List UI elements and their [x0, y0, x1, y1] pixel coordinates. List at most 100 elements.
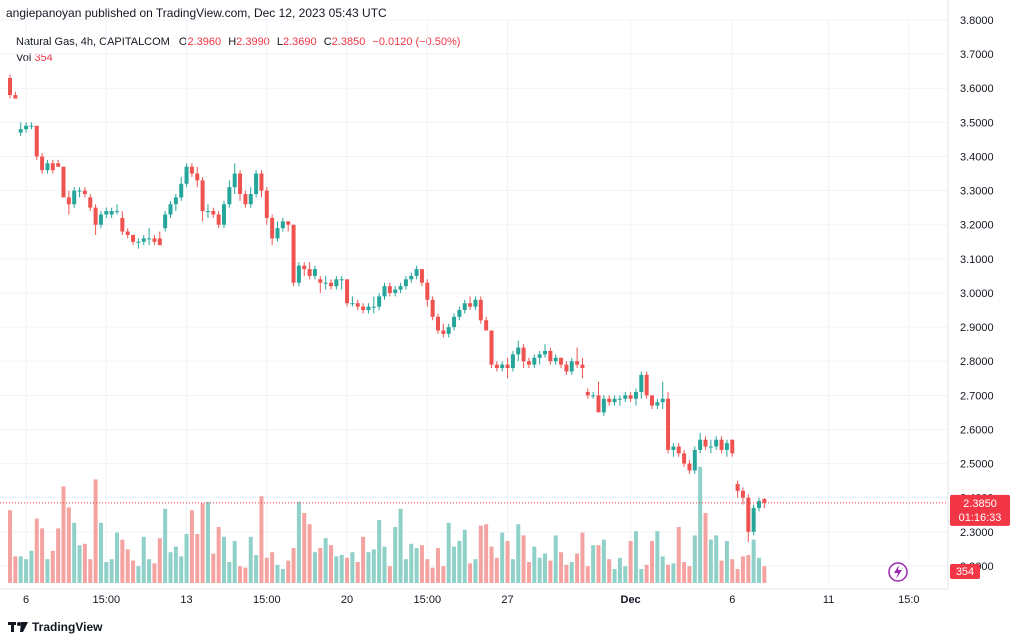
volume-bar [329, 545, 333, 583]
countdown-label: 01:16:33 [959, 512, 1002, 524]
volume-bar [633, 531, 638, 583]
volume-bar [104, 562, 109, 583]
candle-body [628, 395, 633, 399]
candle-body [516, 347, 521, 355]
candle-body [366, 306, 371, 311]
close-label: C [323, 36, 332, 48]
volume-bar [468, 563, 473, 583]
volume-bar [147, 559, 152, 583]
candle-body [254, 173, 259, 195]
candle-body [259, 173, 264, 191]
candle-body [436, 316, 440, 331]
volume-bar [746, 555, 751, 583]
volume-bar [757, 557, 761, 583]
volume-bar [393, 527, 398, 583]
volume-bar [505, 541, 510, 583]
candle-body [98, 214, 103, 225]
volume-bar [29, 550, 34, 583]
volume-bar [478, 525, 483, 583]
volume-bar [205, 501, 210, 583]
candle-body [559, 357, 564, 365]
y-tick-label: 3.7000 [960, 49, 994, 61]
candle-body [152, 238, 157, 242]
candle-body [66, 197, 71, 205]
open-value: 2.3960 [187, 36, 222, 48]
candle-body [302, 265, 307, 270]
volume-bar [708, 539, 713, 583]
candle-body [157, 238, 162, 246]
volume-bar [516, 524, 521, 583]
candle-body [757, 501, 761, 508]
candle-body [692, 449, 697, 471]
change-value: −0.0120 (−0.50%) [372, 36, 461, 48]
candle-body [521, 347, 526, 362]
candle-body [296, 265, 301, 283]
candle-body [714, 439, 719, 447]
y-tick-label: 2.5000 [960, 459, 994, 471]
volume-bar [612, 569, 617, 583]
volume-bar [227, 562, 232, 583]
candle-body [125, 231, 130, 235]
candle-body [173, 197, 178, 205]
volume-bar [580, 532, 585, 583]
candle-body [270, 217, 275, 239]
candle-body [286, 221, 291, 225]
volume-bar [414, 548, 419, 583]
candle-body [248, 194, 253, 205]
candle-body [703, 439, 708, 447]
lightning-bolt-icon [894, 565, 902, 579]
volume-bar [591, 545, 596, 583]
candle-body [746, 497, 751, 532]
low-value: 2.3690 [283, 36, 317, 48]
last-volume-label: 354 [956, 566, 974, 578]
x-tick-label: 6 [729, 594, 735, 606]
candle-body [468, 303, 473, 307]
x-tick-label: 13 [180, 594, 192, 606]
candle-body [243, 194, 248, 205]
volume-bar [425, 559, 430, 583]
candle-body [601, 398, 606, 413]
candle-body [93, 207, 98, 225]
footer-brand[interactable]: TradingView [8, 620, 102, 634]
volume-bar [371, 549, 376, 583]
volume-bar [216, 527, 221, 583]
candle-body [40, 156, 45, 171]
volume-bar [687, 566, 692, 583]
symbol-name[interactable]: Natural Gas, 4h, CAPITALCOM [16, 36, 170, 48]
candle-body [543, 350, 547, 355]
volume-bar [526, 562, 531, 583]
volume-bar [655, 531, 660, 583]
volume-bar [296, 501, 301, 583]
candle-body [580, 364, 585, 369]
volume-bar [98, 522, 103, 583]
candle-body [18, 129, 23, 133]
volume-bar [724, 541, 729, 583]
volume-value: 354 [34, 52, 53, 64]
volume-bar [628, 541, 633, 583]
volume-bar [115, 532, 119, 583]
volume-bar [698, 466, 703, 583]
candle-body [318, 279, 323, 283]
candle-body [141, 238, 146, 242]
candle-body [163, 214, 168, 229]
candle-body [569, 361, 574, 372]
candle-body [751, 507, 756, 532]
candle-body [564, 364, 569, 372]
candle-body [532, 357, 537, 365]
volume-bar [607, 559, 612, 583]
candle-body [403, 279, 408, 287]
candle-body [115, 211, 119, 213]
volume-bar [473, 559, 478, 583]
candle-body [211, 211, 216, 215]
candle-body [312, 269, 317, 276]
volume-bar [462, 529, 467, 583]
volume-bar [575, 553, 580, 583]
candle-body [307, 269, 312, 276]
volume-bar [666, 564, 671, 583]
volume-bar [24, 559, 29, 583]
low-label: L [276, 36, 283, 48]
volume-bar [270, 552, 275, 583]
volume-bar [152, 563, 157, 583]
candle-body [762, 499, 767, 503]
